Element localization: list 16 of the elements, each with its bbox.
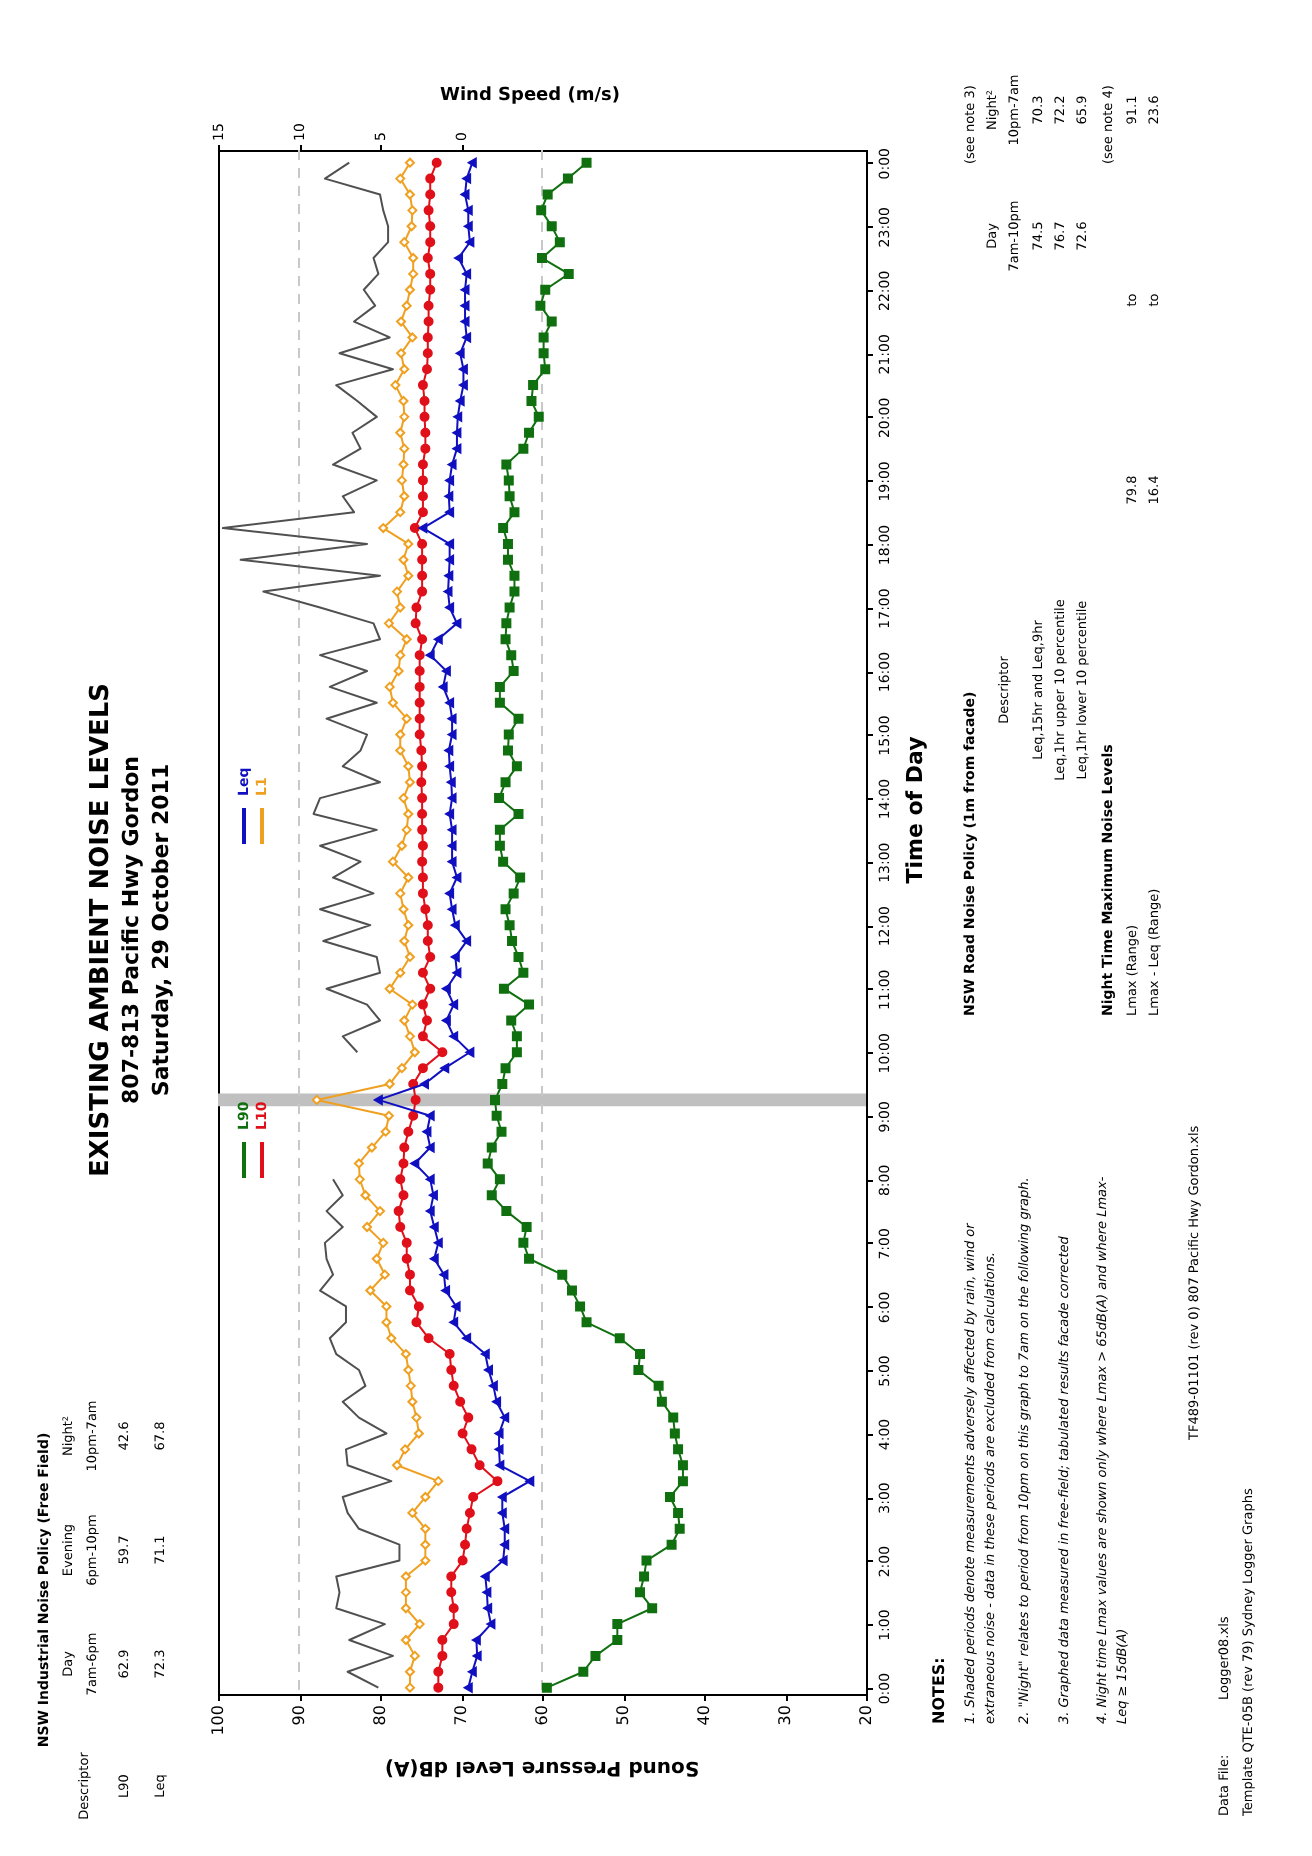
- x2-axis-title: Wind Speed (m/s): [440, 86, 620, 106]
- x-axis-title: Sound Pressure Level dB(A): [384, 1756, 700, 1778]
- x-tick-label: 40: [695, 1705, 713, 1726]
- text: NOTES:: [930, 1657, 948, 1724]
- x-tick-label: 90: [290, 1705, 308, 1726]
- x-tick-label: 80: [371, 1705, 389, 1726]
- x-tick-label: 30: [776, 1705, 794, 1726]
- x-tick-label: 60: [533, 1705, 551, 1726]
- text: EXISTING AMBIENT NOISE LEVELS: [86, 682, 116, 1178]
- x-tick-label: 50: [614, 1705, 632, 1726]
- x-tick-label: 20: [857, 1705, 875, 1726]
- y-axis-title: Time of Day: [902, 736, 928, 884]
- x-tick-label: 70: [452, 1705, 470, 1726]
- x-tick-label: 100: [209, 1705, 227, 1736]
- text: Saturday, 29 October 2011: [148, 763, 174, 1097]
- text: 807-813 Pacific Hwy Gordon: [118, 756, 144, 1104]
